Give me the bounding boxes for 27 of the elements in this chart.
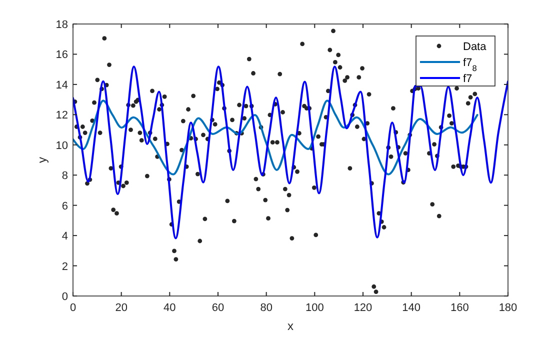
line-series [73,100,478,176]
y-tick-label: 12 [56,110,68,122]
y-axis-title: y [35,157,49,163]
x-tick-label: 60 [212,302,224,314]
x-tick-label: 100 [305,302,324,314]
y-tick-label: 8 [62,170,68,182]
x-tick-label: 160 [450,302,469,314]
y-tick-label: 18 [56,19,68,31]
x-tick-label: 140 [402,302,421,314]
x-tick-label: 40 [164,302,176,314]
x-tick-label: 20 [115,302,128,314]
legend-label: f7 [463,73,472,85]
y-tick-label: 16 [56,49,68,62]
x-tick-label: 120 [354,302,372,314]
x-tick-label: 80 [260,302,272,314]
y-tick-label: 14 [56,79,68,92]
x-axis-title: x [288,319,294,333]
legend-label: Data [463,41,488,53]
x-tick-label: 0 [70,302,76,314]
line-series [73,66,508,240]
x-tick-label: 180 [498,302,518,314]
legend-label: f7$_{8}$ [463,57,478,72]
y-tick-label: 2 [62,260,68,273]
y-tick-label: 0 [62,291,68,303]
y-tick-label: 10 [56,140,68,152]
y-tick-label: 6 [62,200,68,212]
y-tick-label: 4 [62,230,68,243]
